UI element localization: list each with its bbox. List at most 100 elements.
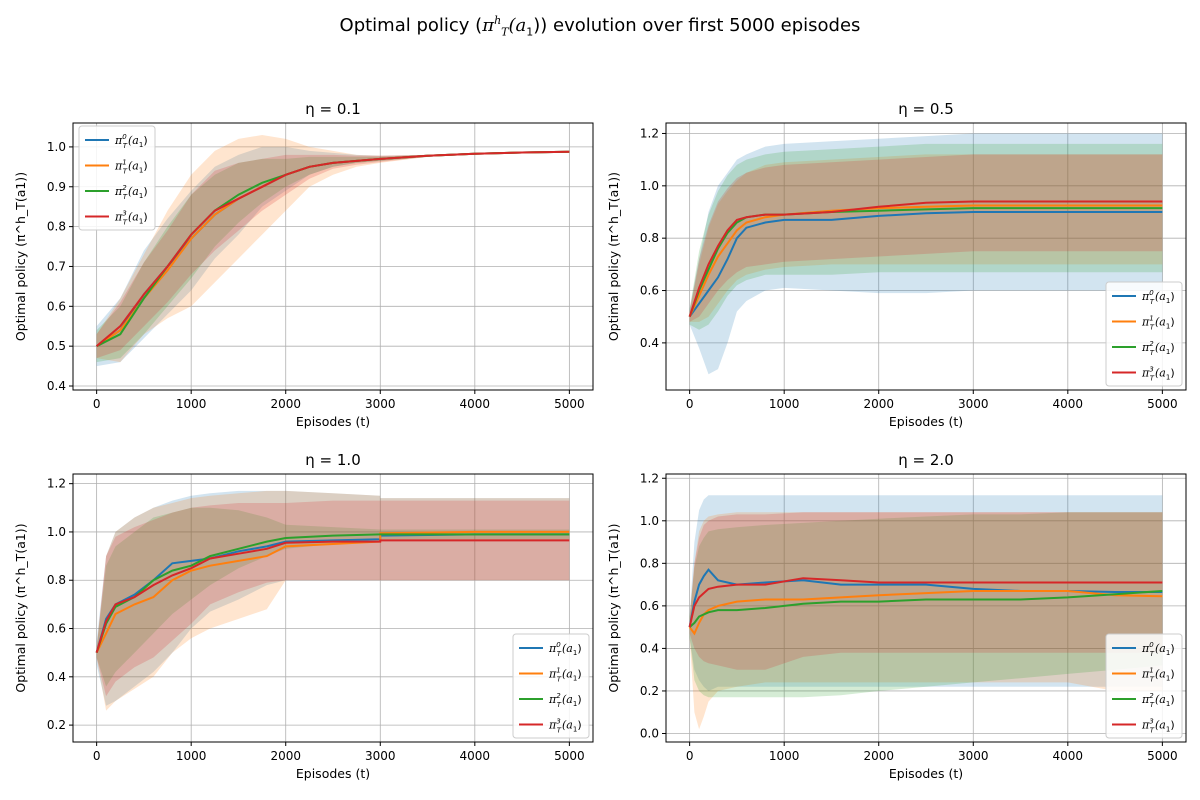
y-tick-label: 1.0 <box>47 140 66 154</box>
legend-box <box>1105 281 1183 387</box>
x-tick-label: 0 <box>686 397 694 411</box>
series-3-line <box>95 150 570 347</box>
legend-label: π0 T(a1) <box>1141 641 1175 658</box>
suptitle-math-symbol: π <box>482 15 495 36</box>
x-tick-label: 1000 <box>769 397 800 411</box>
x-tick-label: 5000 <box>554 749 585 763</box>
y-tick-label: 0.9 <box>47 180 66 194</box>
y-tick-label: 1.0 <box>640 179 659 193</box>
y-tick-label: 1.2 <box>47 477 66 491</box>
series-0-band <box>689 133 1163 375</box>
axes-frame <box>72 122 594 391</box>
x-axis-label: Episodes (t) <box>296 766 370 781</box>
panel-title: η = 0.1 <box>305 100 360 118</box>
x-tick-label: 1000 <box>176 397 207 411</box>
series-3-line <box>688 200 1163 318</box>
x-tick-label: 5000 <box>554 397 585 411</box>
y-tick-label: 0.2 <box>640 684 659 698</box>
panel-3: 0 1000 2000 3000 4000 5000 0.2 0.4 0.6 0.8 1.0 1.2 η… <box>13 451 594 781</box>
x-tick-label: 2000 <box>863 749 894 763</box>
series-1-band <box>96 135 570 363</box>
suptitle-tail: )) evolution over first 5000 episodes <box>533 15 861 36</box>
legend: π0 T(a1) π1 T(a1) π2 T(a1) π3 T(a1) <box>512 633 590 739</box>
series-2-band <box>96 507 570 687</box>
x-tick-label: 3000 <box>365 397 396 411</box>
y-tick-label: 0.4 <box>640 336 659 350</box>
y-tick-label: 1.0 <box>640 514 659 528</box>
legend-label: π1 T(a1) <box>1141 667 1175 684</box>
x-tick-label: 1000 <box>769 749 800 763</box>
plot-area <box>688 495 1163 730</box>
legend-label: π1 T(a1) <box>548 667 582 684</box>
axes-frame <box>665 122 1187 391</box>
x-tick-label: 0 <box>93 749 101 763</box>
plot-area <box>95 135 570 367</box>
y-tick-label: 0.6 <box>640 284 659 298</box>
series-3-band <box>689 512 1163 670</box>
legend-label: π0 T(a1) <box>114 133 148 150</box>
x-tick-label: 0 <box>686 749 694 763</box>
legend: π0 T(a1) π1 T(a1) π2 T(a1) π3 T(a1) <box>1105 281 1183 387</box>
y-axis-label: Optimal policy (π^h_T(a1)) <box>13 172 28 341</box>
x-tick-label: 3000 <box>958 397 989 411</box>
legend-label: π1 T(a1) <box>1141 315 1175 332</box>
legend-label: π2 T(a1) <box>114 184 148 201</box>
series-0-line <box>688 211 1163 318</box>
x-tick-label: 4000 <box>460 749 491 763</box>
y-tick-label: 0.0 <box>640 726 659 740</box>
y-tick-label: 0.8 <box>640 556 659 570</box>
x-tick-label: 1000 <box>176 749 207 763</box>
x-tick-label: 2000 <box>863 397 894 411</box>
series-3-band <box>689 154 1163 322</box>
x-tick-label: 3000 <box>365 749 396 763</box>
plot-area <box>95 490 570 711</box>
legend-box <box>512 633 590 739</box>
suptitle-superscript: h <box>494 14 502 27</box>
x-axis-label: Episodes (t) <box>889 414 963 429</box>
series-2-band <box>96 151 570 363</box>
x-tick-label: 5000 <box>1147 749 1178 763</box>
y-tick-label: 0.4 <box>47 670 66 684</box>
y-tick-label: 0.4 <box>47 379 66 393</box>
y-tick-label: 1.2 <box>640 471 659 485</box>
legend-label: π3 T(a1) <box>1141 718 1175 735</box>
series-1-band <box>689 154 1163 322</box>
series-0-band <box>96 146 570 367</box>
y-tick-label: 0.7 <box>47 259 66 273</box>
panel-title: η = 1.0 <box>305 451 360 469</box>
legend-box <box>1105 633 1183 739</box>
legend-label: π3 T(a1) <box>1141 366 1175 383</box>
suptitle-subscript: T <box>501 25 509 39</box>
suptitle-arg-subscript: 1 <box>526 25 534 39</box>
series-1-band <box>689 512 1163 730</box>
legend-label: π3 T(a1) <box>548 718 582 735</box>
x-axis-label: Episodes (t) <box>889 766 963 781</box>
y-tick-label: 0.2 <box>47 718 66 732</box>
series-3-line <box>688 577 1163 628</box>
legend-label: π0 T(a1) <box>1141 289 1175 306</box>
legend-label: π0 T(a1) <box>548 641 582 658</box>
y-axis-label: Optimal policy (π^h_T(a1)) <box>606 172 621 341</box>
panel-1: 0 1000 2000 3000 4000 5000 0.4 0.5 0.6 0.7 0.8 0.9 1… <box>13 100 594 429</box>
series-1-line <box>95 530 570 654</box>
series-1-band <box>96 490 570 711</box>
x-tick-label: 2000 <box>270 397 301 411</box>
series-3-line <box>95 539 570 653</box>
series-1-line <box>688 590 1163 636</box>
legend: π0 T(a1) π1 T(a1) π2 T(a1) π3 T(a1) <box>1105 633 1183 739</box>
series-2-line <box>95 533 570 654</box>
panel-title: η = 0.5 <box>898 100 953 118</box>
y-tick-label: 0.8 <box>47 573 66 587</box>
y-tick-label: 0.8 <box>640 231 659 245</box>
series-2-band <box>689 512 1163 698</box>
panel-2: 0 1000 2000 3000 4000 5000 0.4 0.6 0.8 1.0 1.2 η = … <box>606 100 1187 429</box>
x-tick-label: 5000 <box>1147 397 1178 411</box>
y-tick-label: 0.4 <box>640 641 659 655</box>
legend-label: π1 T(a1) <box>114 159 148 176</box>
y-tick-label: 0.6 <box>47 299 66 313</box>
plot-area <box>688 133 1163 375</box>
figure-suptitle: Optimal policy (πhT(a1)) evolution over … <box>339 14 861 39</box>
y-axis-label: Optimal policy (π^h_T(a1)) <box>13 523 28 692</box>
legend-label: π2 T(a1) <box>1141 340 1175 357</box>
